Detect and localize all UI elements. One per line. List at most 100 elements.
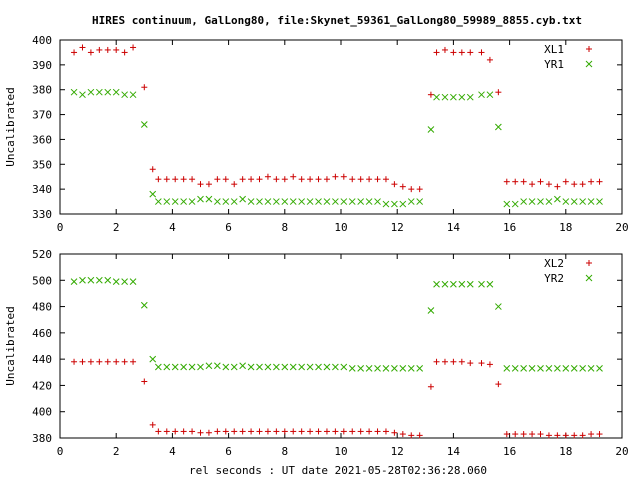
data-point xyxy=(382,176,389,183)
data-point xyxy=(441,46,448,53)
data-point xyxy=(197,363,204,371)
data-point xyxy=(197,195,204,203)
chart-title: HIRES continuum, GalLong80, file:Skynet_… xyxy=(92,14,582,27)
data-point xyxy=(315,198,322,205)
data-point xyxy=(478,49,485,56)
data-point xyxy=(478,360,485,367)
data-point xyxy=(315,176,322,183)
data-point xyxy=(366,428,373,435)
data-point xyxy=(374,364,381,372)
data-point xyxy=(96,46,103,53)
data-point xyxy=(87,358,94,365)
x-axis-label: rel seconds : UT date 2021-05-28T02:36:2… xyxy=(189,464,487,477)
x-tick-label: 8 xyxy=(281,221,288,234)
data-point xyxy=(450,358,457,365)
data-point xyxy=(579,198,587,205)
y-tick-label: 500 xyxy=(32,274,52,287)
data-point xyxy=(247,363,255,371)
data-point xyxy=(264,428,271,435)
data-point xyxy=(171,363,179,371)
data-point xyxy=(141,84,148,91)
data-point xyxy=(239,176,246,183)
data-point xyxy=(307,428,314,435)
data-point xyxy=(149,166,156,173)
data-point xyxy=(562,178,569,185)
data-point xyxy=(450,49,457,56)
legend-label: YR2 xyxy=(544,272,564,285)
x-tick-label: 0 xyxy=(57,221,64,234)
legend-label: YR1 xyxy=(544,58,564,71)
data-point xyxy=(155,176,162,183)
data-point xyxy=(562,198,570,205)
data-point xyxy=(79,358,86,365)
data-point xyxy=(427,91,434,98)
data-point xyxy=(441,280,449,288)
data-point xyxy=(298,428,305,435)
data-point xyxy=(340,198,348,205)
data-point xyxy=(399,431,406,438)
data-point xyxy=(87,49,94,56)
data-point xyxy=(466,280,474,288)
data-point xyxy=(239,195,247,203)
data-point xyxy=(357,198,365,205)
data-point xyxy=(273,198,280,205)
data-point xyxy=(391,364,398,372)
legend-marker xyxy=(585,60,593,68)
data-point xyxy=(332,363,339,371)
data-point xyxy=(391,429,398,436)
data-point xyxy=(554,364,561,372)
series-yr2 xyxy=(70,276,603,372)
data-point xyxy=(450,280,457,288)
data-point xyxy=(503,200,511,208)
data-point xyxy=(427,307,435,314)
data-point xyxy=(528,364,536,372)
data-point xyxy=(214,428,221,435)
data-point xyxy=(467,360,474,367)
data-point xyxy=(205,181,212,188)
data-point xyxy=(520,364,528,372)
x-tick-label: 10 xyxy=(334,221,347,234)
data-point xyxy=(349,176,356,183)
data-point xyxy=(87,276,95,284)
data-point xyxy=(520,178,527,185)
data-point xyxy=(273,176,280,183)
series-xl2 xyxy=(71,358,603,439)
x-tick-label: 4 xyxy=(169,221,176,234)
data-point xyxy=(264,198,272,205)
data-point xyxy=(231,181,238,188)
data-point xyxy=(239,362,247,370)
x-tick-label: 16 xyxy=(503,221,516,234)
data-point xyxy=(298,363,306,371)
y-tick-label: 360 xyxy=(32,133,52,146)
data-point xyxy=(562,364,570,372)
data-point xyxy=(96,358,103,365)
data-point xyxy=(366,176,373,183)
data-point xyxy=(332,428,339,435)
y-tick-label: 480 xyxy=(32,301,52,314)
data-point xyxy=(222,176,229,183)
data-point xyxy=(545,432,552,439)
data-point xyxy=(180,198,187,205)
data-point xyxy=(399,200,407,208)
data-point xyxy=(528,198,536,205)
top-plot-panel: 0 2 4 6 8 10 12 14 16 18 20 330 340 350 360 370 380 390 40… xyxy=(4,34,629,234)
data-point xyxy=(121,358,128,365)
data-point xyxy=(478,91,485,99)
data-point xyxy=(408,432,415,439)
data-point xyxy=(71,358,78,365)
data-point xyxy=(571,432,578,439)
data-point xyxy=(214,176,221,183)
data-point xyxy=(357,428,364,435)
y-tick-label: 370 xyxy=(32,109,52,122)
data-point xyxy=(467,49,474,56)
data-point xyxy=(596,431,603,438)
data-point xyxy=(529,181,536,188)
data-point xyxy=(154,198,162,205)
data-point xyxy=(486,56,493,63)
data-point xyxy=(315,428,322,435)
data-point xyxy=(239,428,246,435)
x-tick-label: 6 xyxy=(225,445,232,458)
data-point xyxy=(113,46,120,53)
data-point xyxy=(458,280,466,288)
data-point xyxy=(222,428,229,435)
